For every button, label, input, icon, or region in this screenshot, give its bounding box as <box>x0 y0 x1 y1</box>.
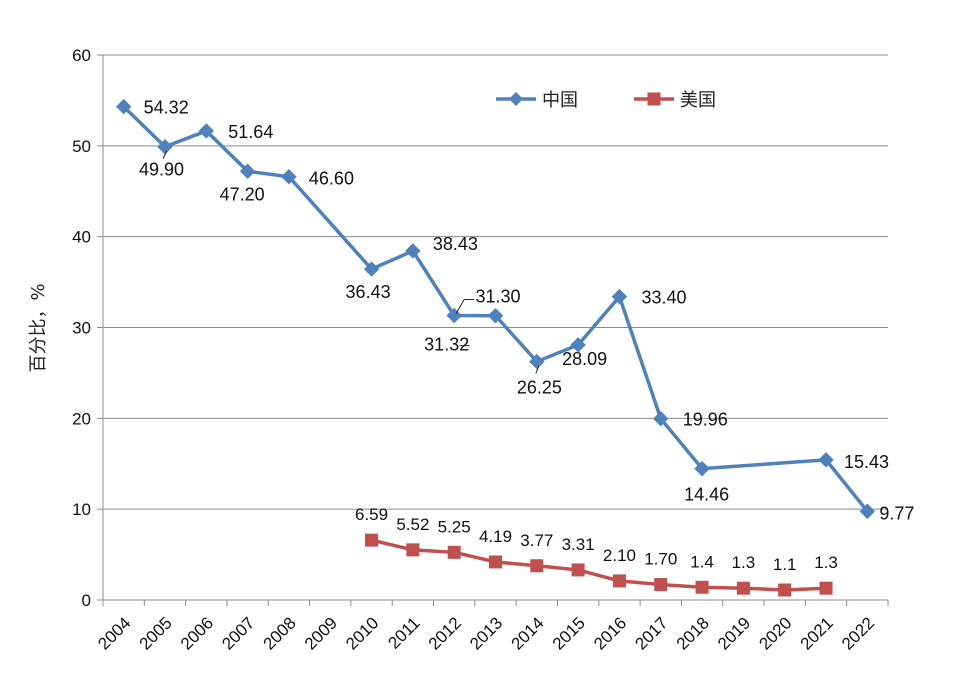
data-label-usa: 1.3 <box>732 553 756 572</box>
data-label-china: 15.43 <box>844 452 889 472</box>
data-point-china <box>487 307 504 324</box>
data-label-usa: 4.19 <box>479 527 512 546</box>
x-tick-label: 2010 <box>342 613 382 653</box>
data-label-china: 14.46 <box>684 485 729 505</box>
y-axis-label: 百分比，% <box>28 283 49 372</box>
data-label-china: 31.30 <box>476 287 521 307</box>
data-label-china: 28.09 <box>562 349 607 369</box>
data-label-usa: 1.4 <box>690 552 714 571</box>
x-tick-label: 2019 <box>714 613 754 653</box>
series-line-china <box>122 105 869 513</box>
y-tick-label: 40 <box>72 228 91 247</box>
data-point-china <box>611 288 628 305</box>
data-point-china <box>115 98 132 115</box>
data-label-usa: 5.25 <box>438 517 471 536</box>
y-tick-label: 10 <box>72 500 91 519</box>
legend: 中国 美国 <box>496 90 716 111</box>
data-label-usa: 6.59 <box>355 505 388 524</box>
data-label-china: 47.20 <box>220 184 265 204</box>
data-point-usa <box>736 581 750 595</box>
data-label-usa: 1.70 <box>644 550 677 569</box>
x-tick-label: 2013 <box>466 613 506 653</box>
data-label-china: 38.43 <box>433 234 478 254</box>
x-tick-label: 2022 <box>838 613 878 653</box>
data-point-china <box>694 460 710 477</box>
data-label-china: 33.40 <box>641 288 686 308</box>
x-tick-label: 2006 <box>177 613 217 653</box>
data-point-usa <box>406 543 420 557</box>
x-tick-label: 2020 <box>755 613 795 653</box>
legend-label-usa: 美国 <box>680 90 716 111</box>
y-tick-label: 30 <box>72 319 91 338</box>
x-tick-label: 2011 <box>384 613 423 652</box>
series-line-usa <box>371 538 827 592</box>
data-label-usa: 3.77 <box>520 531 553 550</box>
data-point-china <box>653 410 669 427</box>
x-tick-label: 2021 <box>797 613 837 653</box>
data-point-usa <box>571 563 585 577</box>
data-label-china: 9.77 <box>879 503 914 523</box>
data-label-usa: 3.31 <box>562 535 595 554</box>
y-tick-label: 60 <box>72 46 91 65</box>
data-label-china: 26.25 <box>517 378 562 398</box>
data-point-china <box>529 353 545 370</box>
x-tick-label: 2014 <box>507 613 547 653</box>
data-point-usa <box>654 578 668 592</box>
x-tick-label: 2017 <box>631 613 671 653</box>
data-label-china: 19.96 <box>683 410 728 430</box>
data-point-usa <box>778 583 792 597</box>
series-layer <box>115 98 876 597</box>
gridlines <box>97 54 888 601</box>
data-point-china <box>446 307 462 324</box>
legend-marker-china <box>509 92 523 106</box>
data-label-china: 31.32 <box>424 335 469 355</box>
leader-line <box>535 365 540 374</box>
data-label-usa: 2.10 <box>603 546 636 565</box>
y-tick-labels: 0 10 20 30 40 50 60 <box>72 46 91 610</box>
data-point-china <box>239 163 256 179</box>
x-tick-label: 2015 <box>549 613 589 653</box>
x-tick-label: 2012 <box>425 613 465 653</box>
data-point-usa <box>447 545 461 559</box>
legend-label-china: 中国 <box>542 90 578 111</box>
data-point-china <box>281 169 297 185</box>
data-point-china <box>405 243 421 259</box>
leader-line <box>455 299 465 314</box>
data-point-usa <box>612 574 626 588</box>
data-label-china: 36.43 <box>346 282 391 302</box>
x-tick-label: 2016 <box>590 613 630 653</box>
data-label-usa: 1.1 <box>773 555 797 574</box>
data-point-china <box>818 452 834 468</box>
data-point-usa <box>365 533 379 547</box>
x-tick-label: 2009 <box>301 613 341 653</box>
data-point-china <box>363 261 380 277</box>
y-tick-label: 50 <box>72 137 91 156</box>
data-label-china: 46.60 <box>309 169 354 189</box>
x-tick-label: 2018 <box>673 613 713 653</box>
y-tick-label: 0 <box>82 591 91 610</box>
data-point-usa <box>530 559 544 573</box>
data-label-usa: 1.3 <box>814 553 838 572</box>
data-point-china <box>570 337 586 353</box>
data-label-china: 49.90 <box>139 160 184 180</box>
x-tick-label: 2005 <box>136 613 176 653</box>
data-point-usa <box>695 580 709 594</box>
y-tick-label: 20 <box>72 409 91 428</box>
data-label-china: 54.32 <box>144 98 189 118</box>
x-tick-labels: 2004 2005 2006 2007 2008 2009 2010 2011 2012 2013… <box>94 613 878 653</box>
x-tick-label: 2007 <box>218 613 258 653</box>
leader-line <box>162 150 168 159</box>
data-label-usa: 5.52 <box>396 515 429 534</box>
data-labels: 54.32 49.90 51.64 47.20 46.60 36.43 38.43 31.32… <box>139 98 914 574</box>
x-tick-label: 2004 <box>94 613 134 653</box>
data-point-china <box>859 503 876 519</box>
axes <box>102 55 889 606</box>
legend-marker-usa <box>647 92 661 106</box>
data-label-china: 51.64 <box>228 122 273 142</box>
x-tick-label: 2008 <box>260 613 300 653</box>
data-point-china <box>198 123 214 139</box>
data-point-usa <box>489 555 502 569</box>
data-point-usa <box>819 581 833 595</box>
